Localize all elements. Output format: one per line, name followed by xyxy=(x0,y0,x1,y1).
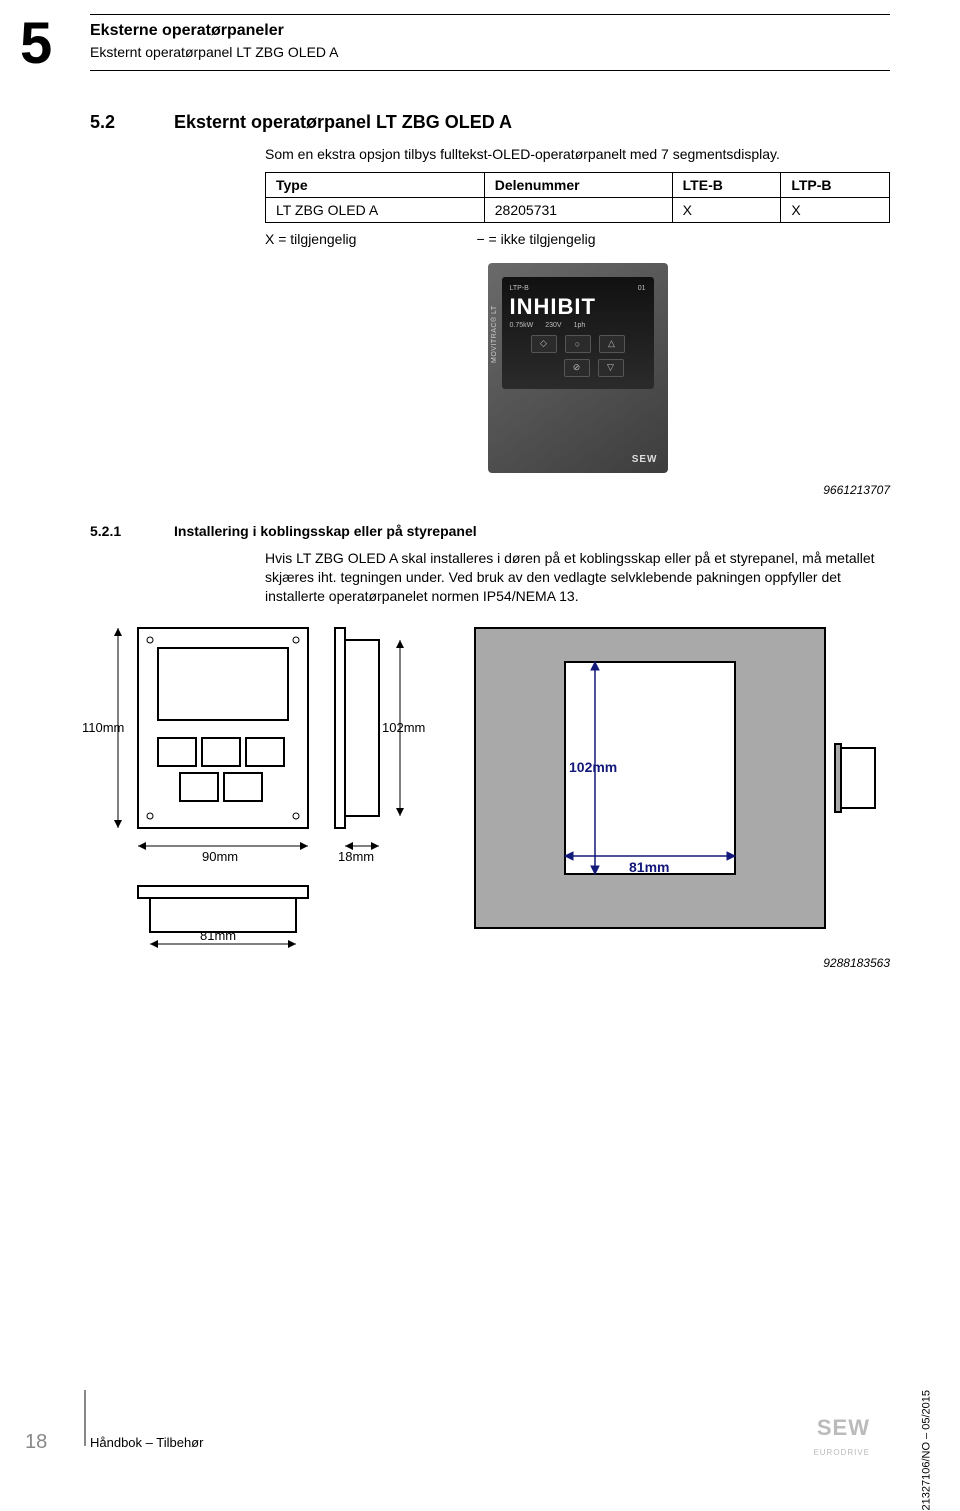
chapter-number: 5 xyxy=(20,10,52,77)
dim-h-inner: 102mm xyxy=(382,720,425,735)
section-number: 5.2 xyxy=(90,112,150,133)
figure-ref-1: 9661213707 xyxy=(265,483,890,497)
legend-x: X = tilgjengelig xyxy=(265,231,356,247)
subsection-para: Hvis LT ZBG OLED A skal installeres i dø… xyxy=(265,549,890,606)
dim-d: 18mm xyxy=(338,849,374,864)
legend-dash: − = ikke tilgjengelig xyxy=(476,231,595,247)
header-subtitle: Eksternt operatørpanel LT ZBG OLED A xyxy=(90,44,338,60)
nav-up-icon: △ xyxy=(599,335,625,353)
disp-main: INHIBIT xyxy=(510,294,646,320)
disp-ph: 1ph xyxy=(574,322,586,329)
figure-ref-2: 9288183563 xyxy=(90,956,890,970)
page-header: Eksterne operatørpaneler Eksternt operat… xyxy=(90,22,338,60)
disp-top-left: LTP-B xyxy=(510,285,529,292)
cell-lteb: X xyxy=(672,197,781,222)
subsection: 5.2.1 Installering i koblingsskap eller … xyxy=(90,523,890,970)
col-type: Type xyxy=(266,172,485,197)
footer-accent xyxy=(84,1390,86,1446)
nav-stop-icon: ⊘ xyxy=(564,359,590,377)
cell-ltpb: X xyxy=(781,197,890,222)
disp-kw: 0.75kW xyxy=(510,322,534,329)
diagram-cutout: 102mm 81mm xyxy=(465,618,885,948)
header-title: Eksterne operatørpaneler xyxy=(90,22,338,40)
section-title: Eksternt operatørpanel LT ZBG OLED A xyxy=(174,112,512,133)
cell-type: LT ZBG OLED A xyxy=(266,197,485,222)
sew-brand: SEW xyxy=(632,454,658,465)
section-body: 5.2 Eksternt operatørpanel LT ZBG OLED A… xyxy=(90,112,890,970)
product-photo: LTP-B 01 INHIBIT 0.75kW 230V 1ph ◇ ○ △ xyxy=(488,263,668,473)
footer-text: Håndbok – Tilbehør xyxy=(90,1435,203,1450)
page-number: 18 xyxy=(25,1431,47,1454)
dimension-diagrams: 110mm 90mm 102mm xyxy=(80,618,890,948)
doc-ref-vertical: 21327106/NO – 05/2015 xyxy=(920,1390,932,1511)
disp-top-right: 01 xyxy=(638,285,646,292)
col-ltpb: LTP-B xyxy=(781,172,890,197)
col-partno: Delenummer xyxy=(484,172,672,197)
dim-cut-h: 102mm xyxy=(569,759,617,775)
nav-left-icon: ◇ xyxy=(531,335,557,353)
header-top-rule xyxy=(90,14,890,15)
dim-h: 110mm xyxy=(82,720,124,735)
footer-logo: SEW EURODRIVE xyxy=(813,1418,870,1458)
footer-logo-sub: EURODRIVE xyxy=(813,1448,870,1457)
subsection-number: 5.2.1 xyxy=(90,523,150,539)
subsection-title: Installering i koblingsskap eller på sty… xyxy=(174,523,477,539)
nav-ok-icon: ○ xyxy=(565,335,591,353)
spec-table: Type Delenummer LTE-B LTP-B LT ZBG OLED … xyxy=(265,172,890,223)
nav-down-icon: ▽ xyxy=(598,359,624,377)
col-lteb: LTE-B xyxy=(672,172,781,197)
cell-partno: 28205731 xyxy=(484,197,672,222)
dim-w-bottom: 81mm xyxy=(200,928,236,943)
dim-cut-w: 81mm xyxy=(629,859,669,875)
footer-logo-text: SEW xyxy=(817,1415,870,1440)
table-row: LT ZBG OLED A 28205731 X X xyxy=(266,197,890,222)
dim-w-front: 90mm xyxy=(202,849,238,864)
movitrac-label: MOVITRAC® LT xyxy=(491,305,498,363)
diagram-front: 110mm 90mm 102mm xyxy=(80,618,425,948)
table-legend: X = tilgjengelig − = ikke tilgjengelig xyxy=(265,231,890,247)
disp-v: 230V xyxy=(545,322,561,329)
header-rule xyxy=(90,70,890,71)
section-intro: Som en ekstra opsjon tilbys fulltekst-OL… xyxy=(265,145,890,164)
